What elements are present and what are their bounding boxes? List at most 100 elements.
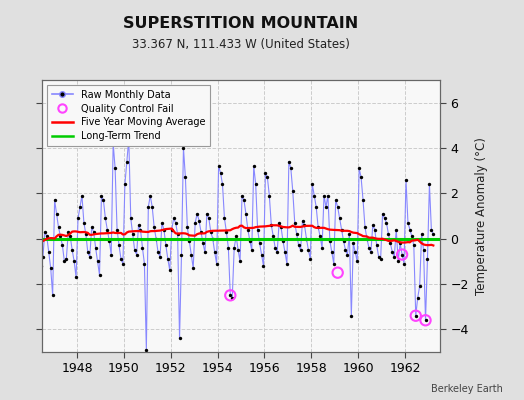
Point xyxy=(294,242,303,249)
Point xyxy=(220,215,228,222)
Point xyxy=(179,145,188,151)
Point xyxy=(261,170,270,176)
Legend: Raw Monthly Data, Quality Control Fail, Five Year Moving Average, Long-Term Tren: Raw Monthly Data, Quality Control Fail, … xyxy=(47,85,210,146)
Point xyxy=(298,217,307,224)
Point xyxy=(205,215,213,222)
Point xyxy=(85,254,94,260)
Point xyxy=(429,231,438,237)
Point xyxy=(365,244,373,251)
Point xyxy=(411,312,420,319)
Point xyxy=(322,204,330,210)
Point xyxy=(76,204,84,210)
Point xyxy=(31,226,39,233)
Point xyxy=(119,260,127,267)
Point xyxy=(111,165,119,172)
Point xyxy=(101,215,110,222)
Point xyxy=(408,233,416,240)
Point xyxy=(423,256,432,262)
Point xyxy=(398,251,406,258)
Point xyxy=(64,229,72,235)
Point xyxy=(68,247,77,253)
Point xyxy=(390,254,398,260)
Point xyxy=(99,197,107,203)
Point xyxy=(117,256,125,262)
Point xyxy=(187,251,195,258)
Point xyxy=(277,224,285,230)
Point xyxy=(105,238,114,244)
Point xyxy=(421,317,430,324)
Point xyxy=(27,202,36,208)
Point xyxy=(314,224,322,230)
Point xyxy=(306,256,314,262)
Point xyxy=(47,265,55,271)
Point xyxy=(386,240,395,246)
Point xyxy=(236,258,244,264)
Point xyxy=(228,294,236,301)
Point xyxy=(37,263,45,269)
Point xyxy=(134,222,143,228)
Point xyxy=(232,233,241,240)
Point xyxy=(357,174,365,181)
Point xyxy=(70,258,78,264)
Point xyxy=(74,215,82,222)
Point xyxy=(189,265,198,271)
Point xyxy=(394,258,402,264)
Point xyxy=(41,229,49,235)
Point xyxy=(320,192,328,199)
Point xyxy=(199,240,207,246)
Point xyxy=(398,251,406,258)
Point xyxy=(363,236,371,242)
Text: Berkeley Earth: Berkeley Earth xyxy=(431,384,503,394)
Point xyxy=(224,244,233,251)
Point xyxy=(160,226,168,233)
Point xyxy=(343,251,352,258)
Point xyxy=(333,204,342,210)
Point xyxy=(203,210,211,217)
Point xyxy=(265,192,274,199)
Point xyxy=(173,231,182,237)
Point xyxy=(242,210,250,217)
Point xyxy=(97,192,106,199)
Point xyxy=(166,267,174,274)
Point xyxy=(144,204,152,210)
Point xyxy=(404,220,412,226)
Point xyxy=(347,312,355,319)
Point xyxy=(29,217,37,224)
Point xyxy=(181,174,190,181)
Point xyxy=(226,292,235,298)
Point xyxy=(121,181,129,188)
Point xyxy=(376,256,385,262)
Point xyxy=(367,249,375,256)
Point xyxy=(219,181,227,188)
Point xyxy=(66,233,74,240)
Point xyxy=(185,238,193,244)
Point xyxy=(318,244,326,251)
Point xyxy=(254,226,262,233)
Point xyxy=(255,240,264,246)
Point xyxy=(257,251,266,258)
Point xyxy=(359,197,367,203)
Point xyxy=(244,226,252,233)
Point xyxy=(368,222,377,228)
Point xyxy=(148,204,156,210)
Point xyxy=(162,242,170,249)
Point xyxy=(168,226,176,233)
Point xyxy=(335,215,344,222)
Point xyxy=(259,263,268,269)
Point xyxy=(388,249,397,256)
Point xyxy=(349,240,357,246)
Point xyxy=(140,260,149,267)
Point xyxy=(56,233,64,240)
Point xyxy=(324,192,332,199)
Point xyxy=(370,226,379,233)
Point xyxy=(42,233,51,240)
Point xyxy=(285,158,293,165)
Point xyxy=(209,236,217,242)
Point xyxy=(72,274,80,280)
Point xyxy=(142,346,150,353)
Point xyxy=(138,244,147,251)
Point xyxy=(392,226,400,233)
Point xyxy=(378,210,387,217)
Point xyxy=(361,224,369,230)
Point xyxy=(54,224,63,230)
